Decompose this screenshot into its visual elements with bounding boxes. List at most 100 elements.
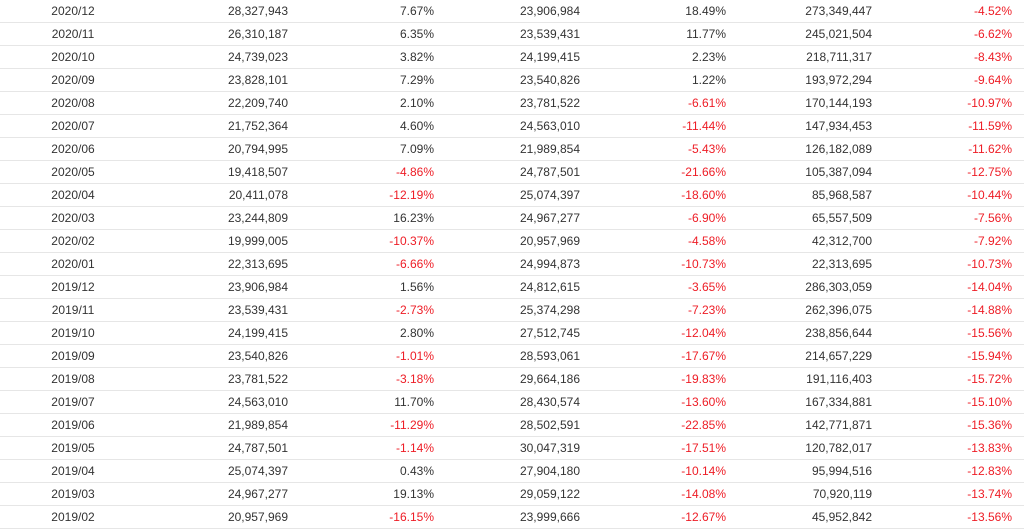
month-cell: 2019/08 xyxy=(51,372,95,386)
cumulative-change-cell: -13.83% xyxy=(967,441,1012,455)
change-b-cell: -5.43% xyxy=(687,142,726,156)
change-b-cell: 18.49% xyxy=(685,4,726,18)
value-a-cell: 24,739,023 xyxy=(227,50,288,64)
month-cell: 2020/01 xyxy=(51,257,95,271)
change-b-cell: -19.83% xyxy=(681,372,726,386)
change-b-cell: 2.23% xyxy=(691,50,726,64)
change-a-cell: 7.67% xyxy=(399,4,434,18)
month-cell: 2019/07 xyxy=(51,395,95,409)
cumulative-cell: 218,711,317 xyxy=(806,50,872,64)
month-cell: 2020/08 xyxy=(51,96,95,110)
change-a-cell: -11.29% xyxy=(390,418,434,432)
table-row: 2019/11 23,539,431 -2.73% 25,374,298 -7.23% 2… xyxy=(0,299,1024,322)
cumulative-change-cell: -10.97% xyxy=(967,96,1012,110)
table-row: 2019/08 23,781,522 -3.18% 29,664,186 -19.83%… xyxy=(0,368,1024,391)
cumulative-change-cell: -14.04% xyxy=(967,280,1012,294)
month-cell: 2019/12 xyxy=(51,280,95,294)
table-row: 2019/02 20,957,969 -16.15% 23,999,666 -12.67… xyxy=(0,506,1024,529)
value-b-cell: 20,957,969 xyxy=(519,234,580,248)
change-a-cell: 16.23% xyxy=(393,211,434,225)
cumulative-cell: 273,349,447 xyxy=(805,4,872,18)
month-cell: 2020/05 xyxy=(51,165,95,179)
change-b-cell: -17.67% xyxy=(681,349,726,363)
cumulative-change-cell: -15.56% xyxy=(967,326,1012,340)
change-b-cell: -7.23% xyxy=(687,303,726,317)
table-row: 2020/02 19,999,005 -10.37% 20,957,969 -4.58%… xyxy=(0,230,1024,253)
table-row: 2019/12 23,906,984 1.56% 24,812,615 -3.65% 28… xyxy=(0,276,1024,299)
month-cell: 2019/02 xyxy=(51,510,95,524)
change-a-cell: -12.19% xyxy=(389,188,434,202)
cumulative-change-cell: -9.64% xyxy=(973,73,1012,87)
value-b-cell: 24,967,277 xyxy=(519,211,580,225)
change-b-cell: -4.58% xyxy=(687,234,726,248)
cumulative-change-cell: -15.10% xyxy=(967,395,1012,409)
month-cell: 2020/10 xyxy=(51,50,95,64)
cumulative-cell: 214,657,229 xyxy=(805,349,872,363)
cumulative-cell: 286,303,059 xyxy=(805,280,872,294)
month-cell: 2020/07 xyxy=(51,119,95,133)
change-a-cell: 7.29% xyxy=(399,73,434,87)
cumulative-change-cell: -7.92% xyxy=(973,234,1012,248)
value-a-cell: 23,781,522 xyxy=(227,372,288,386)
change-a-cell: -3.18% xyxy=(395,372,434,386)
value-b-cell: 23,539,431 xyxy=(519,27,580,41)
table-row: 2020/12 28,327,943 7.67% 23,906,984 18.49% 27… xyxy=(0,0,1024,23)
change-b-cell: -3.65% xyxy=(687,280,726,294)
cumulative-cell: 167,334,881 xyxy=(805,395,872,409)
cumulative-change-cell: -13.56% xyxy=(967,510,1012,524)
change-a-cell: -16.15% xyxy=(389,510,434,524)
value-a-cell: 23,906,984 xyxy=(227,280,288,294)
cumulative-change-cell: -15.72% xyxy=(967,372,1012,386)
change-b-cell: -10.73% xyxy=(681,257,726,271)
value-b-cell: 24,994,873 xyxy=(519,257,580,271)
value-b-cell: 28,502,591 xyxy=(519,418,580,432)
change-b-cell: -21.66% xyxy=(681,165,726,179)
table-row: 2019/09 23,540,826 -1.01% 28,593,061 -17.67%… xyxy=(0,345,1024,368)
cumulative-cell: 22,313,695 xyxy=(811,257,872,271)
value-b-cell: 25,374,298 xyxy=(519,303,580,317)
value-b-cell: 21,989,854 xyxy=(519,142,580,156)
cumulative-cell: 245,021,504 xyxy=(805,27,872,41)
table-row: 2020/09 23,828,101 7.29% 23,540,826 1.22% 193… xyxy=(0,69,1024,92)
table-row: 2020/07 21,752,364 4.60% 24,563,010 -11.44% 1… xyxy=(0,115,1024,138)
value-a-cell: 24,199,415 xyxy=(227,326,288,340)
change-a-cell: 19.13% xyxy=(393,487,434,501)
change-b-cell: -18.60% xyxy=(681,188,726,202)
value-a-cell: 23,540,826 xyxy=(227,349,288,363)
cumulative-change-cell: -4.52% xyxy=(973,4,1012,18)
change-a-cell: 6.35% xyxy=(399,27,434,41)
change-b-cell: -10.14% xyxy=(681,464,726,478)
value-b-cell: 25,074,397 xyxy=(519,188,580,202)
table-row: 2019/03 24,967,277 19.13% 29,059,122 -14.08%… xyxy=(0,483,1024,506)
change-b-cell: -13.60% xyxy=(681,395,726,409)
month-cell: 2019/10 xyxy=(51,326,95,340)
month-cell: 2019/11 xyxy=(51,303,95,317)
value-a-cell: 23,244,809 xyxy=(227,211,288,225)
value-a-cell: 20,957,969 xyxy=(227,510,288,524)
value-a-cell: 24,563,010 xyxy=(227,395,288,409)
month-cell: 2020/04 xyxy=(51,188,95,202)
table-row: 2020/03 23,244,809 16.23% 24,967,277 -6.90% 6… xyxy=(0,207,1024,230)
cumulative-change-cell: -12.83% xyxy=(967,464,1012,478)
cumulative-cell: 70,920,119 xyxy=(812,487,872,501)
value-a-cell: 23,828,101 xyxy=(227,73,288,87)
value-a-cell: 25,074,397 xyxy=(227,464,288,478)
table-row: 2020/08 22,209,740 2.10% 23,781,522 -6.61% 17… xyxy=(0,92,1024,115)
value-a-cell: 28,327,943 xyxy=(227,4,288,18)
change-a-cell: -4.86% xyxy=(395,165,434,179)
table-row: 2019/06 21,989,854 -11.29% 28,502,591 -22.85… xyxy=(0,414,1024,437)
value-a-cell: 24,967,277 xyxy=(227,487,288,501)
value-a-cell: 20,794,995 xyxy=(227,142,288,156)
cumulative-cell: 191,116,403 xyxy=(806,372,872,386)
value-b-cell: 23,999,666 xyxy=(519,510,580,524)
change-a-cell: 2.80% xyxy=(399,326,434,340)
month-cell: 2020/02 xyxy=(51,234,95,248)
cumulative-change-cell: -15.36% xyxy=(967,418,1012,432)
cumulative-cell: 147,934,453 xyxy=(805,119,872,133)
change-a-cell: -1.14% xyxy=(395,441,434,455)
cumulative-change-cell: -11.59% xyxy=(968,119,1012,133)
change-a-cell: 7.09% xyxy=(399,142,434,156)
change-a-cell: 1.56% xyxy=(399,280,434,294)
cumulative-cell: 42,312,700 xyxy=(811,234,872,248)
